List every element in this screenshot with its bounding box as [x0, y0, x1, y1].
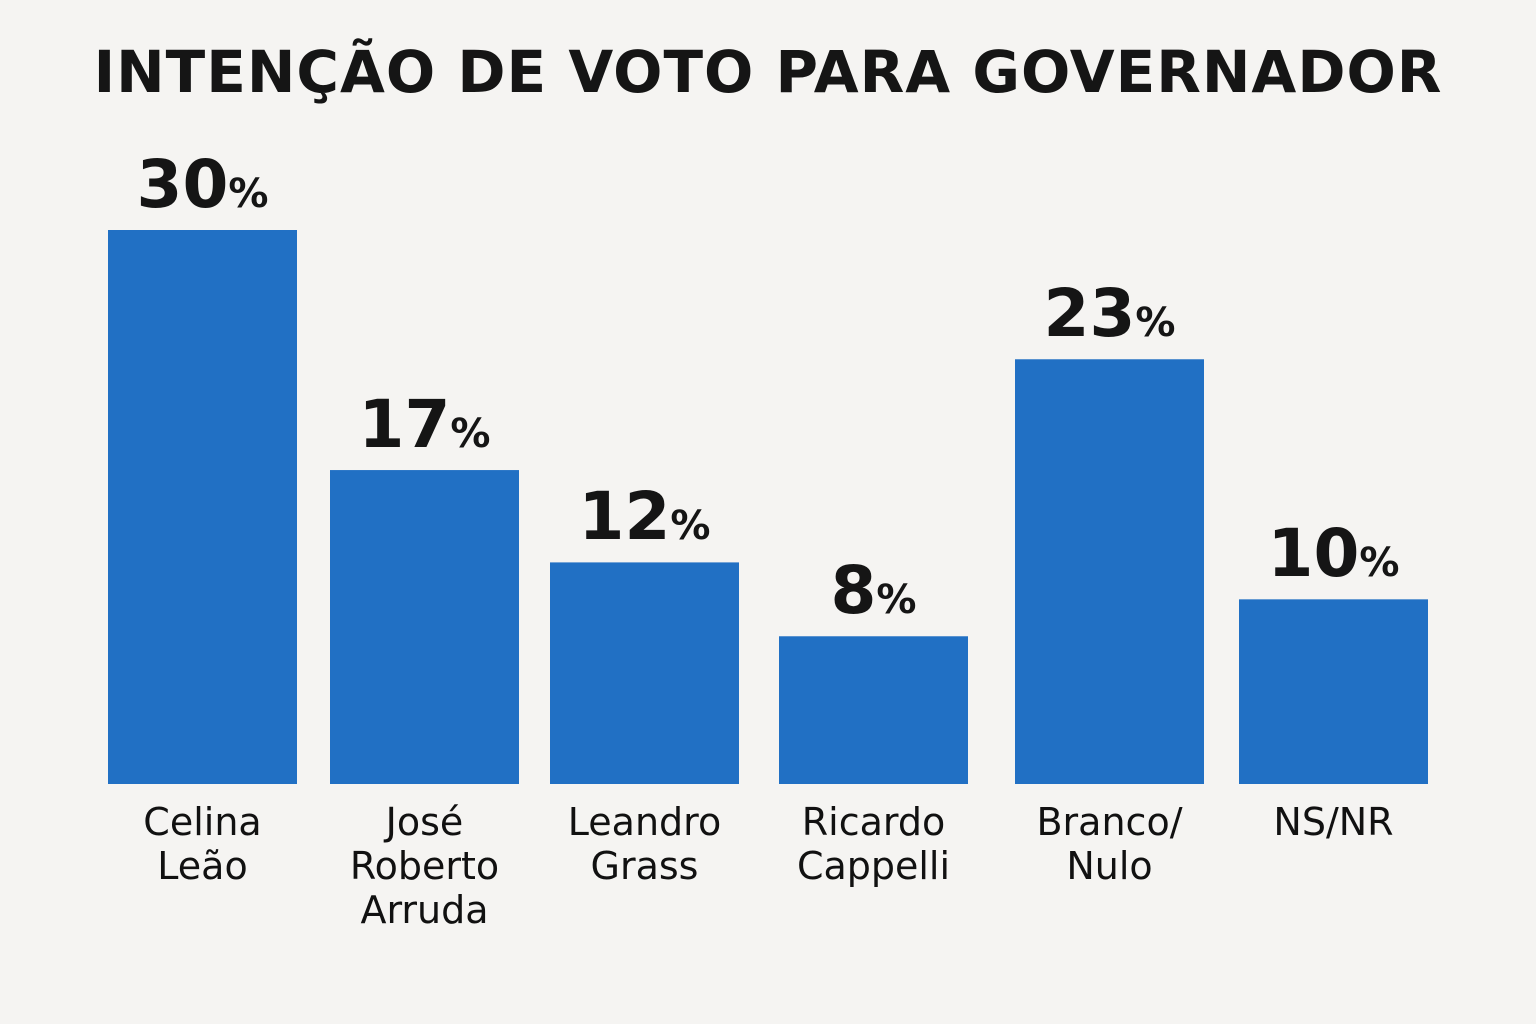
category-label: NS/NR — [1273, 800, 1394, 844]
data-label: 12% — [525, 478, 765, 555]
bar — [108, 230, 297, 784]
data-label-suffix: % — [876, 577, 917, 624]
data-label-value: 10 — [1267, 515, 1360, 593]
data-label: 8% — [754, 552, 994, 629]
bar — [550, 562, 739, 784]
category-label: Celina Leão — [143, 800, 262, 888]
data-label-value: 23 — [1043, 275, 1136, 353]
bar — [1239, 599, 1428, 784]
data-label-value: 8 — [830, 552, 877, 630]
data-label: 23% — [990, 275, 1230, 352]
data-label-suffix: % — [1359, 540, 1400, 587]
data-label-suffix: % — [670, 503, 711, 550]
data-label-suffix: % — [450, 411, 491, 458]
category-label: Branco/ Nulo — [1036, 800, 1183, 888]
data-label-value: 17 — [358, 386, 451, 464]
category-label: Ricardo Cappelli — [796, 800, 951, 888]
bar — [330, 470, 519, 784]
data-label: 10% — [1214, 515, 1454, 592]
data-label-value: 12 — [578, 478, 671, 556]
data-label-value: 30 — [136, 146, 229, 223]
data-label: 17% — [305, 386, 545, 463]
category-label: José Roberto Arruda — [349, 800, 500, 932]
data-label: 30% — [83, 146, 323, 223]
data-label-suffix: % — [228, 171, 269, 217]
bar — [779, 636, 968, 784]
data-label-suffix: % — [1135, 300, 1176, 347]
category-label: Leandro Grass — [567, 800, 722, 888]
bar — [1015, 359, 1204, 784]
chart-title: INTENÇÃO DE VOTO PARA GOVERNADOR — [93, 38, 1443, 106]
